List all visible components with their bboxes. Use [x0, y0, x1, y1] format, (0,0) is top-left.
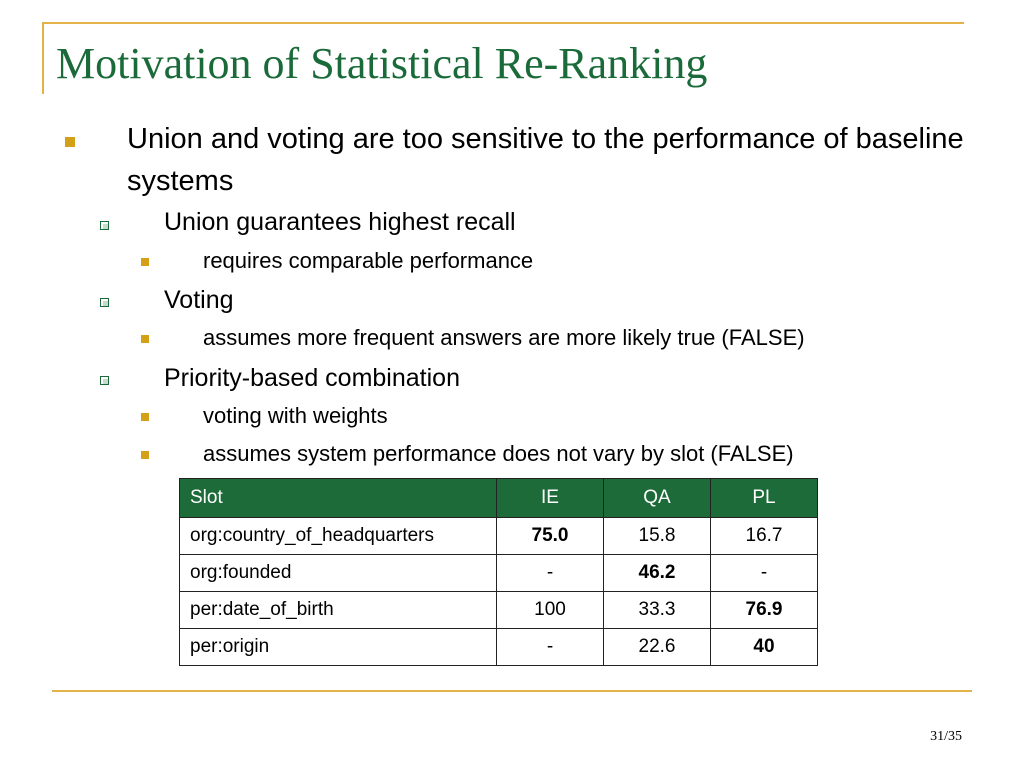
table-cell-value: 22.6: [603, 628, 711, 666]
table-cell-slot: org:founded: [179, 554, 497, 592]
table-cell-value: -: [710, 554, 818, 592]
table-cell-value: -: [496, 554, 604, 592]
table-cell-value: 100: [496, 591, 604, 629]
subitem-union: Union guarantees highest recall: [164, 208, 516, 236]
table-cell-value: 46.2: [603, 554, 711, 592]
table-row: per:date_of_birth 100 33.3 76.9: [179, 591, 818, 629]
table-cell-value: 33.3: [603, 591, 711, 629]
header-slot: Slot: [179, 478, 497, 518]
results-table: Slot IE QA PL org:country_of_headquarter…: [179, 478, 818, 666]
subitem-voting: Voting: [164, 286, 234, 314]
table-cell-value: 76.9: [710, 591, 818, 629]
header-qa: QA: [603, 478, 711, 518]
header-ie: IE: [496, 478, 604, 518]
detail-priority-2: assumes system performance does not vary…: [203, 441, 794, 466]
square-bullet-icon: [141, 413, 149, 421]
detail-priority-1: voting with weights: [203, 403, 388, 428]
table-cell-value: 75.0: [496, 517, 604, 555]
square-bullet-icon: [65, 137, 75, 147]
square-bullet-icon: [141, 258, 149, 266]
main-bullet-text: Union and voting are too sensitive to th…: [127, 123, 964, 197]
page-number: 31/35: [930, 729, 962, 744]
hollow-square-bullet-icon: [100, 376, 109, 385]
table-cell-value: -: [496, 628, 604, 666]
square-bullet-icon: [141, 451, 149, 459]
slide-title: Motivation of Statistical Re-Ranking: [56, 39, 708, 88]
table-cell-value: 16.7: [710, 517, 818, 555]
detail-voting-1: assumes more frequent answers are more l…: [203, 325, 805, 350]
table-row: org:founded -46.2-: [179, 554, 818, 592]
table-cell-slot: per:date_of_birth: [179, 591, 497, 629]
table-row: org:country_of_headquarters 75.0 15.8 16.7: [179, 517, 818, 555]
table-cell-value: 15.8: [603, 517, 711, 555]
detail-union-1: requires comparable performance: [203, 248, 534, 273]
left-rule: [42, 22, 44, 94]
table-cell-slot: per:origin: [179, 628, 497, 666]
header-pl: PL: [710, 478, 818, 518]
square-bullet-icon: [141, 335, 149, 343]
table-cell-value: 40: [710, 628, 818, 666]
top-rule: [42, 22, 964, 24]
table-header-row: Slot IE QA PL: [179, 478, 818, 518]
subitem-priority: Priority-based combination: [164, 364, 460, 392]
table-row: per:origin -22.6 40: [179, 628, 818, 666]
footer-rule: [52, 690, 972, 692]
hollow-square-bullet-icon: [100, 221, 109, 230]
table-cell-slot: org:country_of_headquarters: [179, 517, 497, 555]
hollow-square-bullet-icon: [100, 298, 109, 307]
